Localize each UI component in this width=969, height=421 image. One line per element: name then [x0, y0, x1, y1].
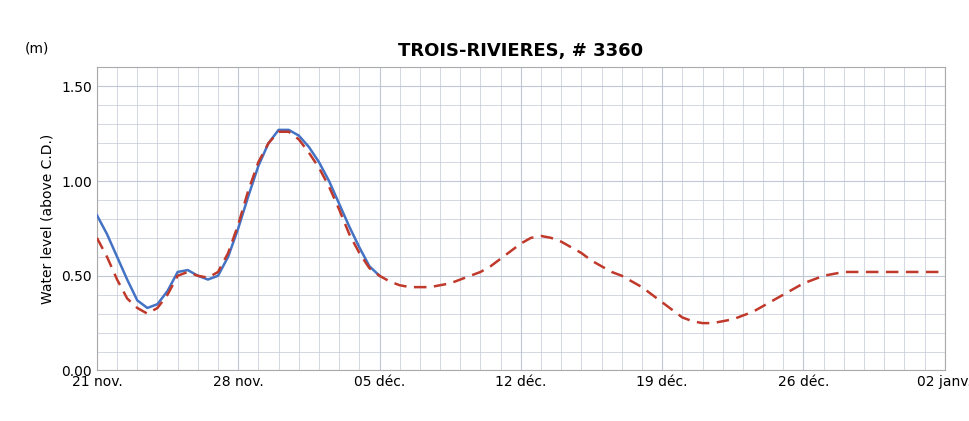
Title: TROIS-RIVIERES, # 3360: TROIS-RIVIERES, # 3360 — [398, 42, 643, 60]
Y-axis label: Water level (above C.D.): Water level (above C.D.) — [41, 134, 54, 304]
Text: (m): (m) — [25, 41, 49, 55]
